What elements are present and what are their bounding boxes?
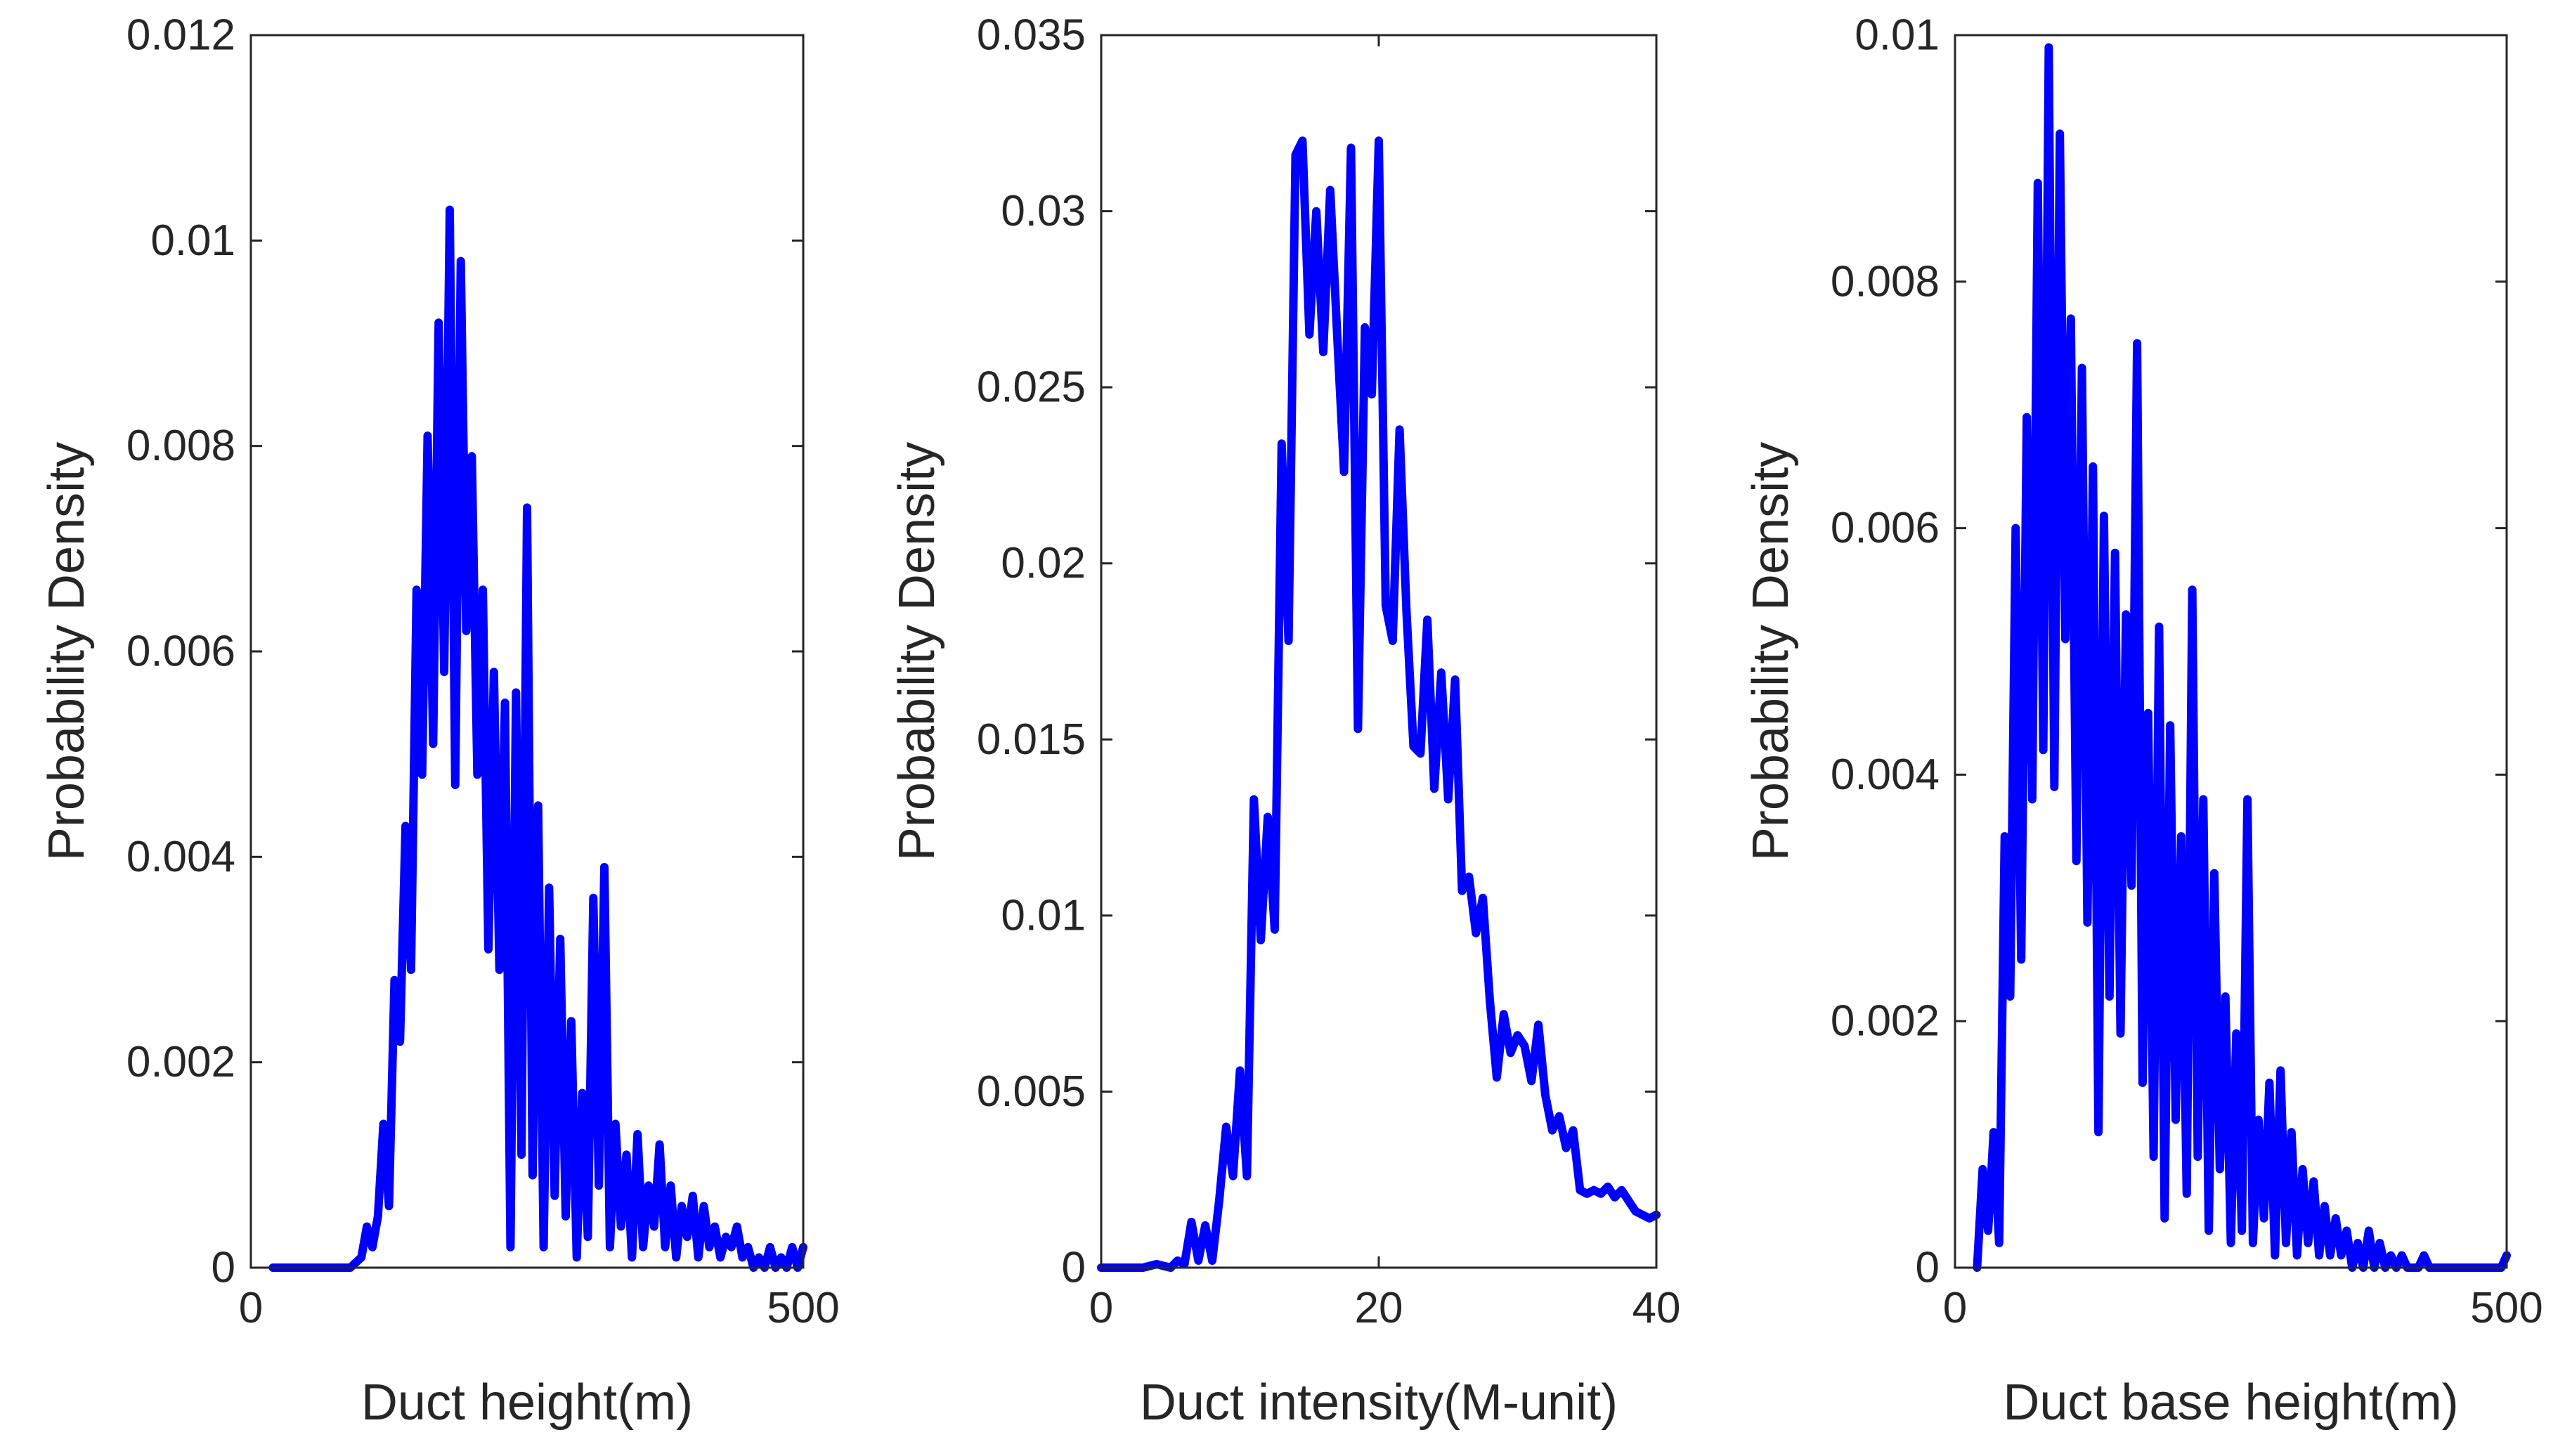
x-tick-label: 500 [2470, 1284, 2543, 1332]
axes-box [1954, 34, 2508, 1269]
series-line-3-1 [1973, 43, 2511, 1272]
y-tick-label: 0.015 [977, 715, 1086, 764]
y-tick-label: 0 [212, 1244, 235, 1292]
series-line-2-1 [1097, 136, 1661, 1272]
x-tick-label: 40 [1632, 1284, 1681, 1332]
y-tick-label: 0.02 [1001, 539, 1086, 587]
x-axis-label: Duct height(m) [361, 1374, 693, 1431]
y-tick-label: 0.025 [977, 363, 1086, 412]
y-tick-label: 0.006 [126, 628, 235, 676]
x-axis-label: Duct intensity(M-unit) [1140, 1374, 1618, 1431]
y-tick-label: 0.002 [126, 1038, 235, 1086]
y-tick-label: 0 [1062, 1244, 1086, 1292]
y-axis-label: Probability Density [39, 442, 95, 861]
chart-panel-2: 0 0.005 0.01 0.015 0.02 0.025 0.03 0.035 0 20 40 Du… [889, 11, 1680, 1431]
y-tick-label: 0 [1916, 1244, 1940, 1292]
x-axis-label: Duct base height(m) [2003, 1374, 2458, 1431]
y-tick-label: 0.006 [1831, 504, 1940, 552]
y-tick-label: 0.03 [1001, 187, 1086, 235]
y-tick-label: 0.01 [1001, 891, 1086, 940]
series-line-1-1 [268, 205, 807, 1272]
y-tick-label: 0.035 [977, 11, 1086, 60]
y-tick-label: 0.01 [150, 216, 235, 265]
y-tick-label: 0.008 [1831, 257, 1940, 306]
x-tick-label: 20 [1355, 1284, 1403, 1332]
y-tick-label: 0.002 [1831, 997, 1940, 1046]
x-tick-label: 0 [239, 1284, 263, 1332]
x-tick-label: 0 [1089, 1284, 1113, 1332]
y-tick-label: 0.01 [1855, 11, 1940, 60]
y-tick-label: 0.004 [1831, 750, 1940, 799]
y-tick-label: 0.008 [126, 422, 235, 470]
y-tick-label: 0.005 [977, 1067, 1086, 1116]
chart-panel-1: 0 0.002 0.004 0.006 0.008 0.01 0.012 0 500 Duct h… [39, 11, 840, 1431]
y-axis-label: Probability Density [1743, 442, 1799, 861]
y-tick-label: 0.012 [126, 11, 235, 60]
y-tick-label: 0.004 [126, 833, 235, 881]
x-tick-label: 0 [1943, 1284, 1967, 1332]
x-tick-label: 500 [767, 1284, 839, 1332]
y-axis-label: Probability Density [889, 442, 945, 861]
